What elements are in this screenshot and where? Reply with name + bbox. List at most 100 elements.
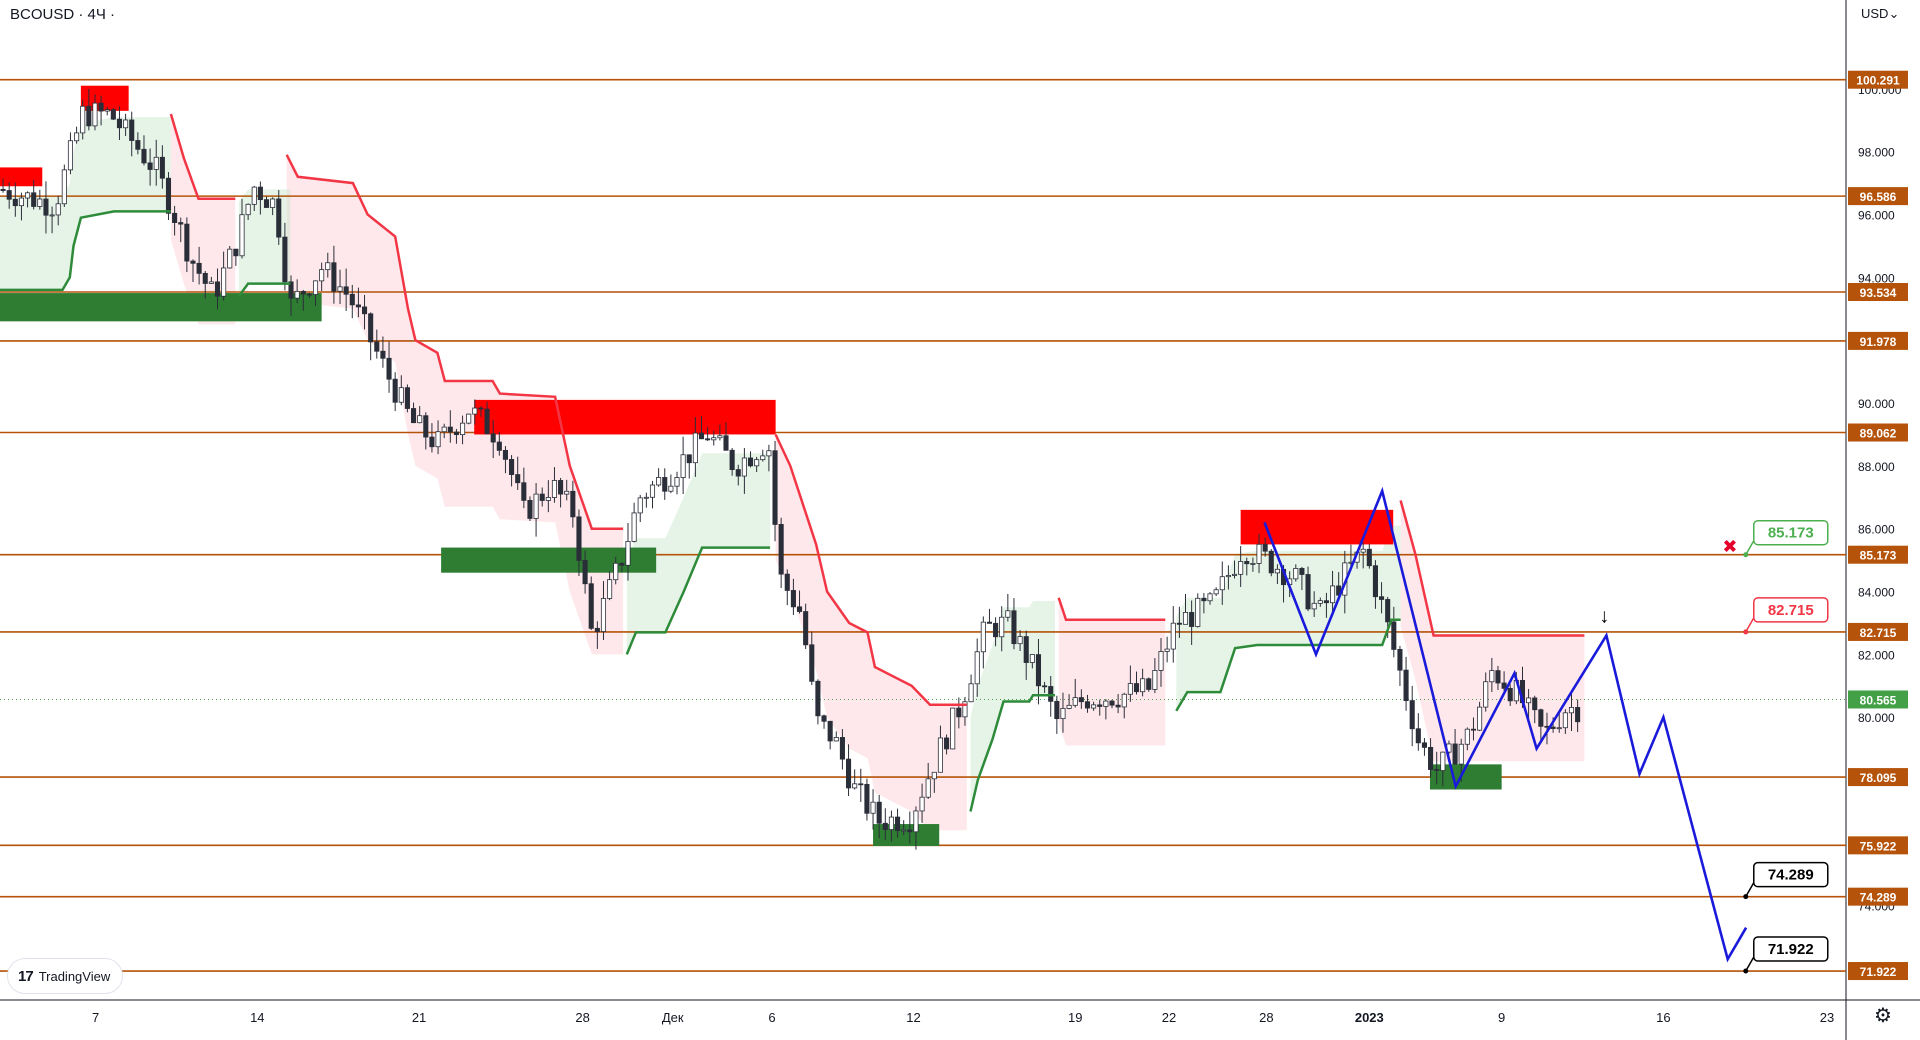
level-badge-6 bbox=[1848, 622, 1908, 641]
price-axis: 74.00076.00078.00080.00082.00084.00086.0… bbox=[1848, 70, 1908, 981]
gear-icon[interactable]: ⚙ bbox=[1874, 1005, 1892, 1027]
candle-body bbox=[937, 737, 943, 773]
candle-body bbox=[1250, 563, 1256, 565]
candle-body bbox=[907, 829, 913, 833]
level-badge-label-10: 71.922 bbox=[1860, 965, 1897, 979]
price-tick-label: 90.000 bbox=[1858, 397, 1895, 411]
callout-anchor-0 bbox=[1743, 552, 1749, 558]
candle-body bbox=[1366, 548, 1372, 567]
candle-body bbox=[545, 497, 551, 501]
candle-body bbox=[1029, 654, 1035, 663]
candle-body bbox=[1403, 669, 1409, 701]
candle-body bbox=[312, 280, 319, 295]
candle-body bbox=[92, 102, 98, 127]
candle-body bbox=[564, 490, 570, 495]
candle-body bbox=[521, 482, 527, 501]
candle-body bbox=[453, 431, 459, 436]
candle-body bbox=[509, 458, 515, 475]
callout-box-3 bbox=[1753, 936, 1829, 962]
candle-body bbox=[1317, 600, 1323, 604]
candle-body bbox=[931, 771, 937, 780]
candle-body bbox=[423, 415, 429, 438]
downtrend-shade-4 bbox=[1400, 500, 1585, 762]
candle-body bbox=[466, 413, 472, 424]
candle-body bbox=[1005, 610, 1011, 618]
candle-body bbox=[698, 432, 705, 440]
level-badge-2 bbox=[1848, 283, 1908, 302]
candle-body bbox=[1330, 585, 1336, 604]
level-badge-label-5: 85.173 bbox=[1860, 549, 1897, 563]
candle-body bbox=[257, 186, 263, 201]
candle-body bbox=[1084, 701, 1091, 709]
candle-body bbox=[490, 433, 496, 443]
candle-body bbox=[895, 816, 901, 831]
level-badge-label-2: 93.534 bbox=[1860, 286, 1897, 300]
wave-projection-line bbox=[1263, 486, 1748, 963]
price-tick-label: 94.000 bbox=[1858, 271, 1895, 285]
candle-body bbox=[796, 606, 803, 612]
candle-body bbox=[233, 248, 239, 257]
candle-body bbox=[852, 783, 858, 789]
callout-pointer-1 bbox=[1745, 617, 1755, 633]
candle-body bbox=[37, 198, 43, 207]
candle-body bbox=[1231, 573, 1238, 576]
arrow-down-icon: ↓ bbox=[1599, 606, 1609, 628]
tradingview-logo[interactable]: 17 TradingView bbox=[7, 958, 123, 994]
level-badge-4 bbox=[1848, 423, 1908, 442]
supply-zone-0 bbox=[0, 167, 43, 187]
symbol-title[interactable]: BCOUSD · 4Ч · bbox=[10, 6, 116, 23]
candle-body bbox=[1562, 712, 1568, 729]
candle-body bbox=[441, 426, 447, 433]
candle-body bbox=[1483, 681, 1489, 708]
demand-zone-0 bbox=[0, 293, 322, 322]
candle-body bbox=[355, 304, 361, 308]
candle-body bbox=[1556, 727, 1562, 730]
candle-body bbox=[18, 197, 24, 207]
time-tick-label: 9 bbox=[1498, 1010, 1505, 1025]
callout-anchor-2 bbox=[1743, 894, 1749, 900]
trail-up-line-0 bbox=[0, 210, 171, 292]
candle-body bbox=[380, 350, 386, 359]
trail-shading bbox=[0, 114, 1585, 831]
candle-body bbox=[1421, 742, 1427, 748]
callout-box-0 bbox=[1753, 519, 1829, 546]
candle-body bbox=[1078, 697, 1084, 703]
candle-body bbox=[735, 469, 741, 477]
candle-body bbox=[368, 313, 374, 343]
trail-up-line-2 bbox=[625, 546, 771, 655]
candle-body bbox=[1385, 599, 1391, 623]
callout-pointer-0 bbox=[1745, 540, 1755, 556]
candle-body bbox=[631, 512, 637, 542]
candle-body bbox=[306, 293, 312, 296]
time-axis: 7 14 21 28 Дек 6 12 19 22 28 2023 9 16 23 bbox=[92, 1010, 1834, 1025]
candle-body bbox=[729, 449, 735, 470]
level-badge-label-3: 91.978 bbox=[1860, 335, 1897, 349]
candle-body bbox=[349, 293, 355, 306]
candle-body bbox=[1133, 683, 1140, 693]
level-badge-label-9: 74.289 bbox=[1860, 891, 1897, 905]
candle-body bbox=[1538, 709, 1544, 727]
callout-pointer-2 bbox=[1745, 882, 1755, 898]
currency-selector[interactable]: USD⌄ bbox=[1861, 6, 1899, 22]
candle-body bbox=[502, 449, 508, 460]
candle-body bbox=[600, 598, 607, 632]
candle-body bbox=[1146, 678, 1152, 690]
downtrend-shade-1 bbox=[286, 154, 624, 655]
candle-body bbox=[637, 497, 643, 514]
candle-body bbox=[1415, 728, 1421, 744]
candle-body bbox=[251, 186, 257, 205]
candle-body bbox=[754, 459, 760, 467]
candle-body bbox=[1103, 700, 1109, 707]
candle-body bbox=[858, 783, 864, 786]
candle-body bbox=[1066, 704, 1072, 709]
time-tick-label: 28 bbox=[1259, 1010, 1273, 1025]
candle-body bbox=[276, 198, 282, 238]
candle-body bbox=[1434, 769, 1440, 771]
trail-down-line-3 bbox=[1057, 597, 1166, 622]
candle-body bbox=[1213, 589, 1219, 595]
candle-body bbox=[386, 357, 392, 380]
candle-body bbox=[245, 203, 251, 216]
trail-down-line-2 bbox=[774, 433, 967, 706]
time-tick-label: 23 bbox=[1820, 1010, 1834, 1025]
